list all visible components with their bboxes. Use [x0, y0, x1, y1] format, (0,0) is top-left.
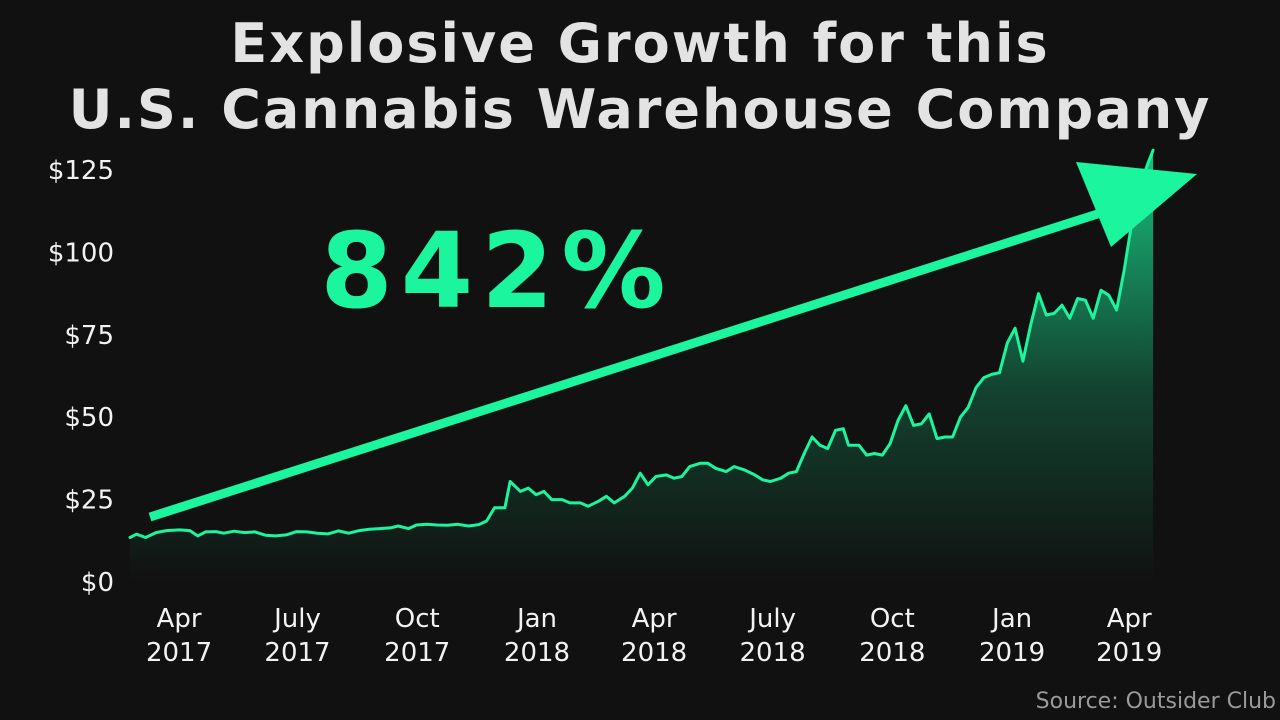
- growth-arrow: [148, 162, 1197, 522]
- y-axis: $0 $25 $50 $75 $100 $125: [48, 156, 114, 598]
- y-tick-label: $125: [48, 156, 114, 186]
- x-tick-month-label: Jan: [990, 604, 1032, 634]
- x-tick-month-label: Jan: [515, 604, 557, 634]
- growth-arrow-shaft: [148, 205, 1112, 522]
- x-tick-month-label: July: [272, 604, 321, 634]
- x-tick-year-label: 2019: [1096, 638, 1162, 668]
- x-tick-year-label: 2018: [504, 638, 570, 668]
- y-tick-label: $75: [64, 321, 114, 351]
- area-layer: [128, 148, 1155, 582]
- x-axis: Apr 2017 July 2017 Oct 2017 Jan 2018 Apr 2018 July…: [146, 604, 1162, 668]
- x-tick-year-label: 2018: [859, 638, 925, 668]
- chart-title-line-2: U.S. Cannabis Warehouse Company: [69, 78, 1212, 141]
- y-tick-label: $50: [64, 403, 114, 433]
- growth-arrow-head: [1076, 162, 1197, 247]
- source-label: Source: Outsider Club: [1036, 689, 1276, 714]
- y-tick-label: $100: [48, 238, 114, 268]
- x-tick-year-label: 2017: [146, 638, 212, 668]
- x-tick-month-label: Oct: [395, 604, 440, 634]
- x-tick-month-label: July: [747, 604, 796, 634]
- chart-title-line-1: Explosive Growth for this: [230, 12, 1049, 75]
- x-tick-year-label: 2019: [979, 638, 1045, 668]
- y-tick-label: $0: [81, 568, 114, 598]
- series-line: [128, 148, 1155, 539]
- x-tick-month-label: Oct: [870, 604, 915, 634]
- x-tick-year-label: 2017: [264, 638, 330, 668]
- x-tick-year-label: 2018: [621, 638, 687, 668]
- x-tick-month-label: Apr: [1107, 604, 1152, 634]
- x-tick-year-label: 2018: [740, 638, 806, 668]
- x-tick-month-label: Apr: [632, 604, 677, 634]
- x-tick-month-label: Apr: [157, 604, 202, 634]
- series-area-fill: [130, 150, 1154, 582]
- growth-percent-label: 842%: [320, 210, 673, 332]
- x-tick-year-label: 2017: [384, 638, 450, 668]
- y-tick-label: $25: [64, 486, 114, 516]
